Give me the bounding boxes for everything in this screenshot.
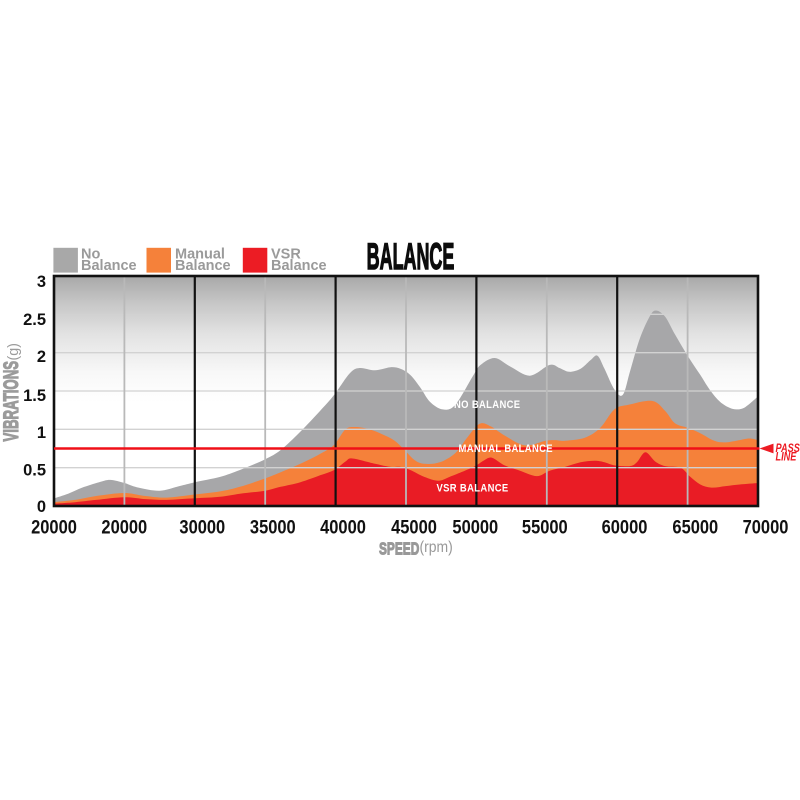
svg-text:Manual: Manual: [175, 247, 225, 263]
svg-text:70000: 70000: [743, 516, 789, 538]
svg-text:LINE: LINE: [776, 452, 798, 464]
svg-text:NO BALANCE: NO BALANCE: [454, 399, 520, 411]
svg-text:SPEED: SPEED: [379, 539, 419, 559]
svg-text:VIBRATIONS: VIBRATIONS: [0, 361, 23, 442]
svg-text:65000: 65000: [672, 516, 718, 538]
svg-text:1.5: 1.5: [23, 387, 46, 405]
svg-text:20000: 20000: [101, 516, 147, 538]
svg-text:PASS: PASS: [776, 443, 800, 455]
svg-text:VSR BALANCE: VSR BALANCE: [437, 483, 509, 495]
svg-text:(g): (g): [6, 343, 22, 360]
svg-text:2.5: 2.5: [23, 311, 46, 329]
svg-text:55000: 55000: [522, 516, 568, 538]
svg-text:35000: 35000: [250, 516, 296, 538]
svg-text:0.5: 0.5: [23, 461, 46, 479]
svg-text:30000: 30000: [179, 516, 225, 538]
svg-text:Balance: Balance: [81, 258, 137, 274]
svg-text:1: 1: [37, 424, 46, 442]
svg-text:0: 0: [37, 498, 46, 516]
svg-text:3: 3: [37, 273, 46, 291]
svg-text:2: 2: [37, 348, 46, 366]
svg-text:VSR: VSR: [271, 247, 301, 263]
svg-text:(rpm): (rpm): [420, 539, 453, 556]
svg-text:Balance: Balance: [271, 258, 327, 274]
svg-text:MANUAL BALANCE: MANUAL BALANCE: [459, 443, 553, 455]
svg-text:50000: 50000: [452, 516, 498, 538]
svg-text:45000: 45000: [391, 516, 437, 538]
svg-text:60000: 60000: [602, 516, 648, 538]
svg-text:20000: 20000: [31, 516, 77, 538]
svg-text:40000: 40000: [320, 516, 366, 538]
svg-text:Balance: Balance: [175, 258, 231, 274]
svg-text:No: No: [81, 247, 100, 263]
svg-text:BALANCE: BALANCE: [367, 237, 455, 278]
